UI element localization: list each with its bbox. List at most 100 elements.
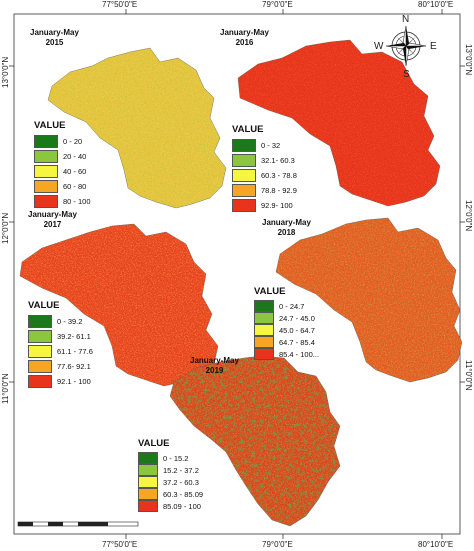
map-title-line1: January-May [262, 218, 311, 227]
coord-right-1: 13°0'0"N [464, 44, 473, 76]
map-title-line2: 2018 [277, 228, 296, 237]
legend-title: VALUE [28, 300, 60, 311]
legend-label: 20 - 40 [63, 152, 87, 161]
legend-swatch [232, 169, 256, 182]
legend-item: 60.3 - 85.09 [138, 488, 203, 500]
legend-item: 80 - 100 [34, 194, 91, 209]
legend-swatch [254, 348, 274, 360]
legend-swatch [254, 312, 274, 324]
legend-item: 0 - 15.2 [138, 452, 203, 464]
coord-left-2: 12°0'0"N [1, 212, 10, 244]
compass-n-label: N [402, 14, 410, 25]
coord-right-3: 11°0'0"N [464, 360, 473, 391]
coord-top-1: 77°50'0"E [102, 0, 138, 9]
frame-border [13, 13, 461, 535]
coord-bottom-1: 77°50'0"E [102, 540, 138, 549]
legend-2016: VALUE 0 - 32 32.1- 60.3 60.3 - 78.8 78.8 - … [232, 124, 297, 213]
legend-item: 0 - 39.2 [28, 314, 93, 329]
legend-swatch [232, 139, 256, 152]
legend-label: 0 - 15.2 [163, 453, 189, 463]
legend-item: 20 - 40 [34, 149, 91, 164]
legend-swatch [232, 184, 256, 197]
legend-label: 40 - 60 [63, 167, 87, 176]
legend-swatch [138, 476, 158, 488]
legend-swatch [34, 150, 58, 163]
legend-rows: 0 - 24.7 24.7 - 45.0 45.0 - 64.7 64.7 - 85.… [254, 300, 319, 360]
legend-label: 78.8 - 92.9 [261, 186, 297, 195]
legend-item: 78.8 - 92.9 [232, 183, 297, 198]
legend-rows: 0 - 39.2 39.2- 61.1 61.1 - 77.6 77.6- 92.1 9… [28, 314, 93, 389]
legend-swatch [254, 336, 274, 348]
graticule-ticks [9, 9, 465, 539]
legend-label: 60.3 - 78.8 [261, 171, 297, 180]
map-title-2017: January-May 2017 [28, 210, 77, 230]
legend-swatch [28, 330, 52, 343]
legend-label: 39.2- 61.1 [57, 332, 91, 341]
map-title-line2: 2015 [45, 38, 64, 47]
legend-swatch [254, 324, 274, 336]
coord-bottom-2: 79°0'0"E [262, 540, 293, 549]
legend-item: 0 - 32 [232, 138, 297, 153]
legend-swatch [138, 464, 158, 476]
legend-2019: VALUE 0 - 15.2 15.2 - 37.2 37.2 - 60.3 60.3… [138, 438, 203, 512]
legend-2015: VALUE 0 - 20 20 - 40 40 - 60 60 - 80 80 - 10… [34, 120, 91, 209]
legend-label: 92.9- 100 [261, 201, 293, 210]
legend-2017: VALUE 0 - 39.2 39.2- 61.1 61.1 - 77.6 77.6-… [28, 300, 93, 389]
coord-top-3: 80°10'0"E [418, 0, 454, 9]
legend-swatch [28, 345, 52, 358]
coord-left-3: 11°0'0"N [1, 373, 10, 404]
legend-rows: 0 - 20 20 - 40 40 - 60 60 - 80 80 - 100 [34, 134, 91, 209]
compass-rose-icon [385, 25, 427, 67]
legend-title: VALUE [138, 438, 170, 449]
legend-item: 64.7 - 85.4 [254, 336, 319, 348]
legend-title: VALUE [232, 124, 264, 135]
map-title-line1: January-May [220, 28, 269, 37]
legend-label: 0 - 32 [261, 141, 281, 150]
map-title-2019: January-May 2019 [190, 356, 239, 376]
scale-bar [17, 521, 139, 527]
legend-item: 45.0 - 64.7 [254, 324, 319, 336]
map-title-line2: 2016 [235, 38, 254, 47]
coord-left-1: 13°0'0"N [1, 56, 10, 88]
legend-item: 85.09 - 100 [138, 500, 203, 512]
map-title-line1: January-May [28, 210, 77, 219]
legend-label: 85.09 - 100 [163, 501, 201, 511]
legend-label: 0 - 39.2 [57, 317, 83, 326]
legend-label: 0 - 20 [63, 137, 83, 146]
legend-swatch [28, 375, 52, 388]
legend-swatch [138, 488, 158, 500]
legend-item: 92.9- 100 [232, 198, 297, 213]
legend-swatch [34, 135, 58, 148]
legend-swatch [28, 360, 52, 373]
legend-item: 0 - 20 [34, 134, 91, 149]
legend-label: 85.4 - 100... [279, 349, 320, 359]
legend-label: 64.7 - 85.4 [279, 337, 315, 347]
legend-item: 92.1 - 100 [28, 374, 93, 389]
legend-swatch [232, 199, 256, 212]
legend-title: VALUE [34, 120, 66, 131]
legend-swatch [28, 315, 52, 328]
map-title-line1: January-May [190, 356, 239, 365]
legend-item: 0 - 24.7 [254, 300, 319, 312]
legend-swatch [34, 165, 58, 178]
legend-label: 37.2 - 60.3 [163, 477, 199, 487]
legend-label: 45.0 - 64.7 [279, 325, 315, 335]
coord-right-2: 12°0'0"N [464, 200, 473, 232]
map-title-line1: January-May [30, 28, 79, 37]
compass-e-label: E [430, 41, 437, 52]
map-title-2015: January-May 2015 [30, 28, 79, 48]
legend-item: 60 - 80 [34, 179, 91, 194]
legend-swatch [232, 154, 256, 167]
coord-bottom-3: 80°10'0"E [418, 540, 454, 549]
legend-item: 32.1- 60.3 [232, 153, 297, 168]
legend-label: 60 - 80 [63, 182, 87, 191]
coord-top-2: 79°0'0"E [262, 0, 293, 9]
legend-2018: VALUE 0 - 24.7 24.7 - 45.0 45.0 - 64.7 64.7… [254, 286, 319, 360]
legend-item: 24.7 - 45.0 [254, 312, 319, 324]
legend-label: 80 - 100 [63, 197, 91, 206]
legend-label: 32.1- 60.3 [261, 156, 295, 165]
legend-item: 40 - 60 [34, 164, 91, 179]
legend-label: 15.2 - 37.2 [163, 465, 199, 475]
legend-swatch [34, 180, 58, 193]
